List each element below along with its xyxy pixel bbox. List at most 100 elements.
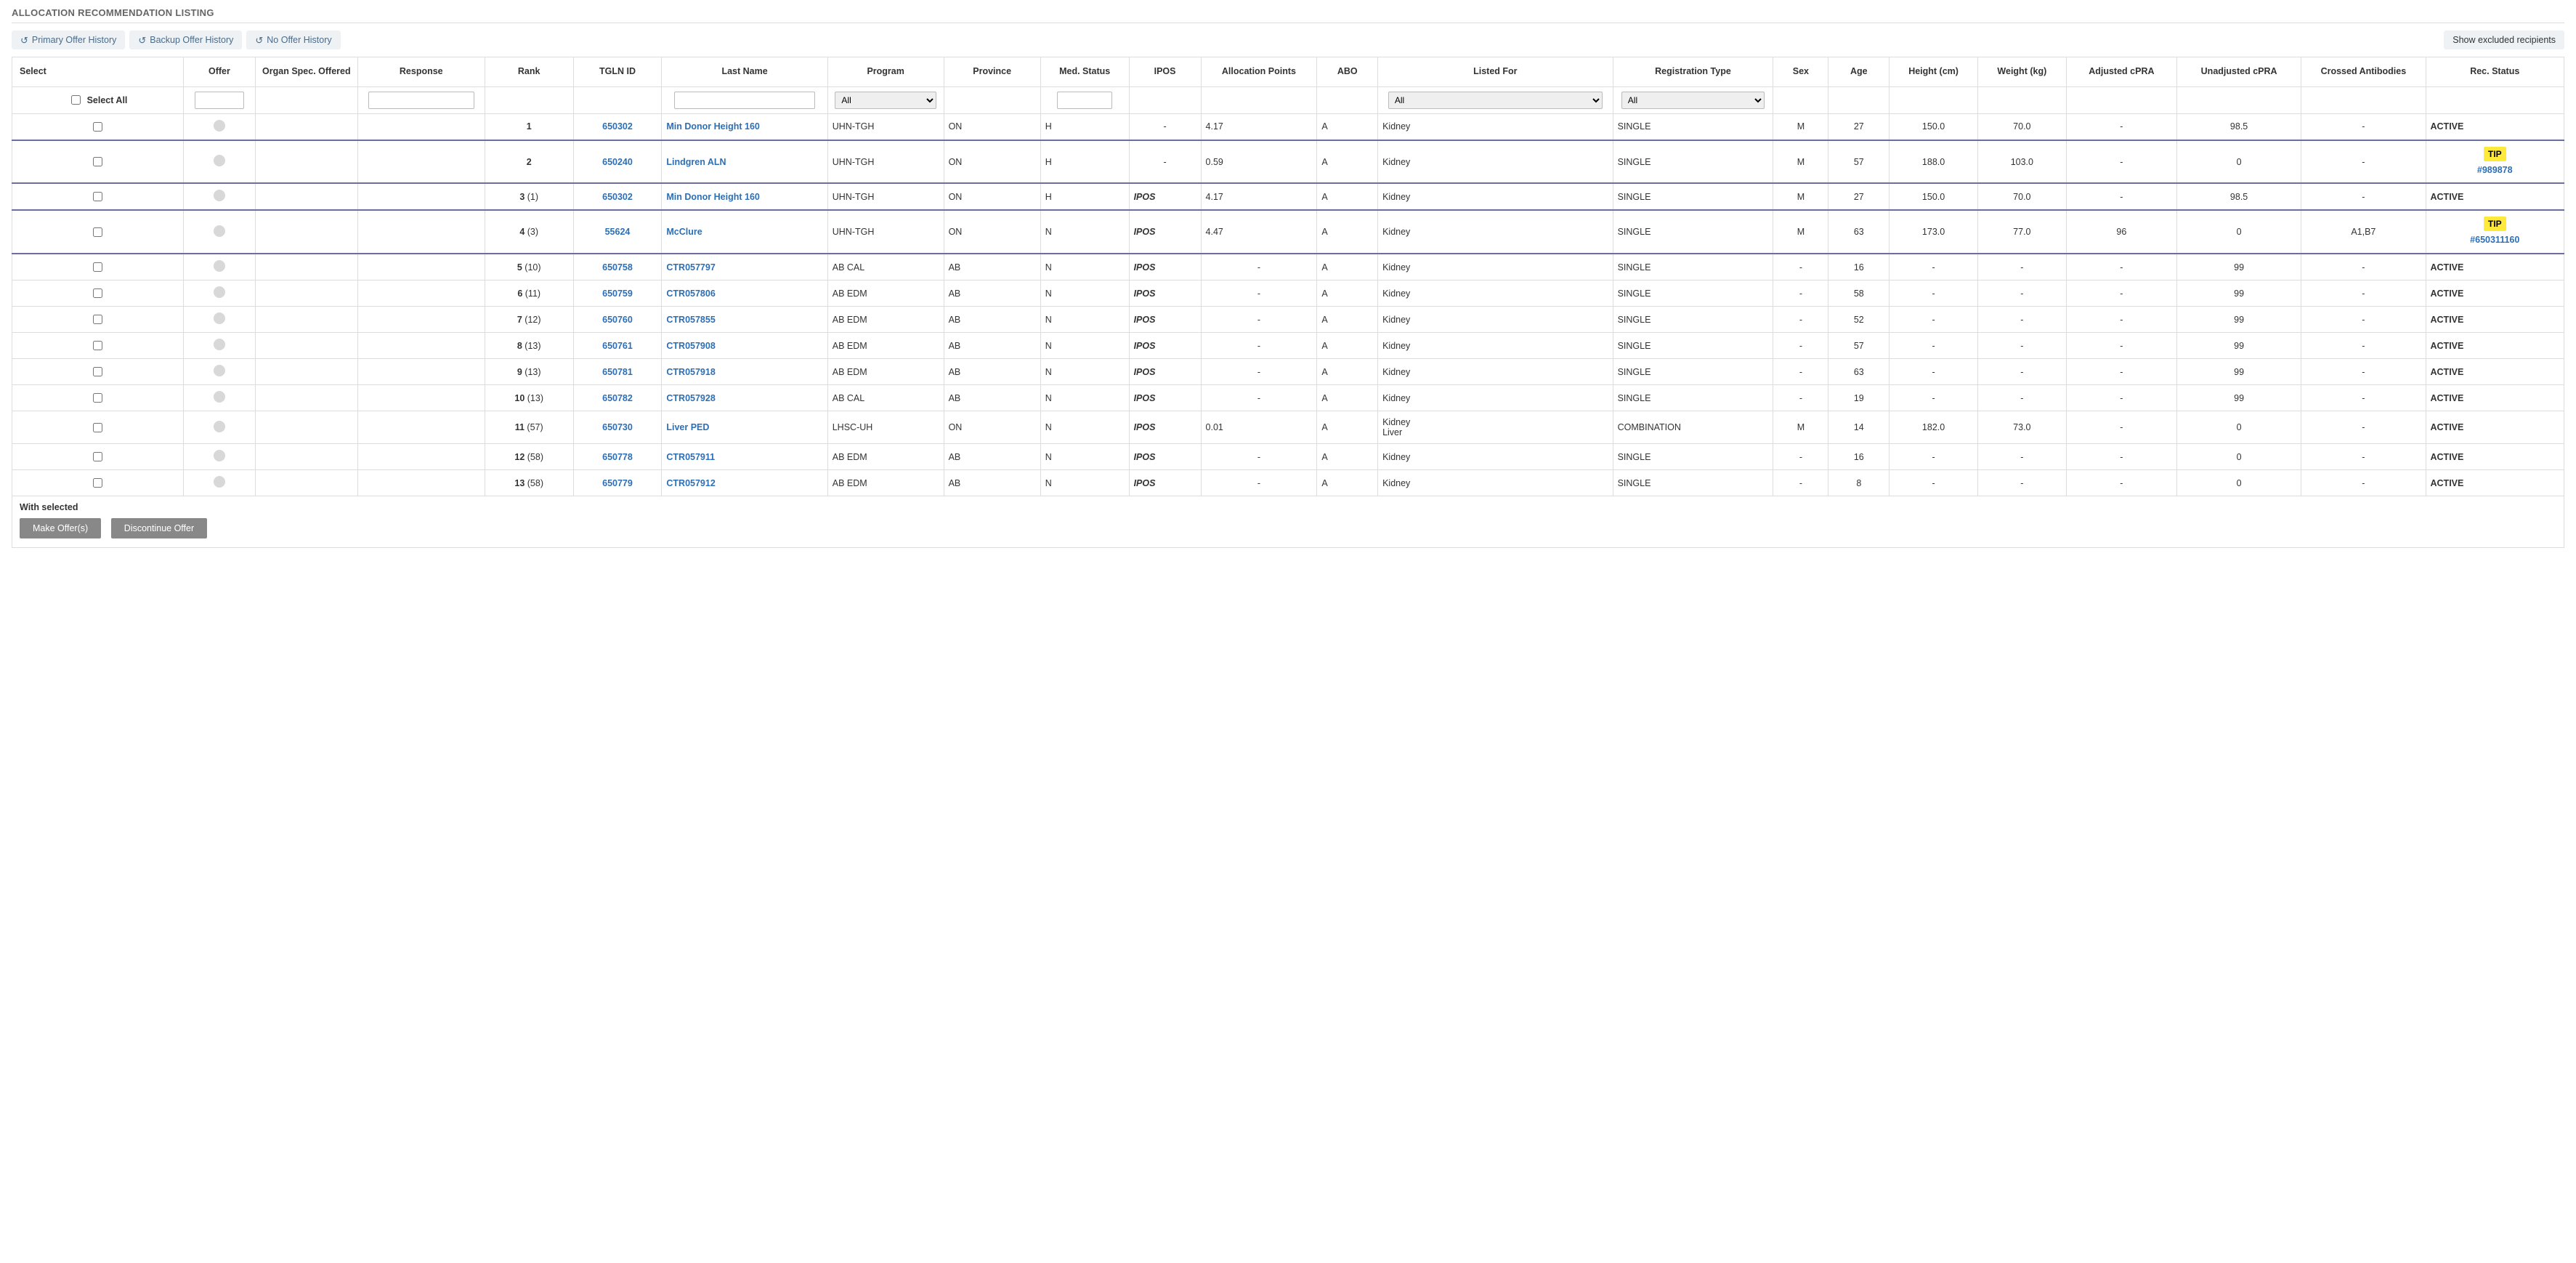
tip-link[interactable]: #650311160 bbox=[2431, 233, 2560, 247]
unadjusted-cpra-cell: 99 bbox=[2176, 281, 2301, 307]
row-select-checkbox[interactable] bbox=[93, 423, 102, 432]
offer-status-icon bbox=[214, 155, 225, 166]
height-cell: 173.0 bbox=[1890, 210, 1978, 254]
registration-type-cell: SINGLE bbox=[1613, 359, 1773, 385]
rank-cell: 2 bbox=[485, 140, 573, 184]
tgln-id-link[interactable]: 650760 bbox=[602, 315, 633, 325]
crossed-antibodies-cell: - bbox=[2301, 359, 2426, 385]
unadjusted-cpra-cell: 98.5 bbox=[2176, 183, 2301, 210]
rec-status-cell: ACTIVE bbox=[2426, 254, 2564, 281]
last-name-filter-input[interactable] bbox=[674, 92, 815, 109]
tgln-id-link[interactable]: 650240 bbox=[602, 157, 633, 167]
no-offer-history-button[interactable]: ↺ No Offer History bbox=[246, 31, 340, 49]
row-select-checkbox[interactable] bbox=[93, 227, 102, 237]
sex-cell: - bbox=[1773, 359, 1828, 385]
show-excluded-button[interactable]: Show excluded recipients bbox=[2444, 31, 2564, 49]
toolbar: ↺ Primary Offer History ↺ Backup Offer H… bbox=[12, 31, 2564, 49]
make-offers-button[interactable]: Make Offer(s) bbox=[20, 518, 101, 538]
organ-spec-cell bbox=[255, 254, 357, 281]
last-name-link[interactable]: CTR057912 bbox=[666, 478, 715, 488]
row-select-checkbox[interactable] bbox=[93, 315, 102, 324]
tgln-id-link[interactable]: 650730 bbox=[602, 422, 633, 432]
age-cell: 57 bbox=[1828, 333, 1890, 359]
program-cell: AB EDM bbox=[827, 470, 944, 496]
registration-type-filter-select[interactable]: All bbox=[1621, 92, 1765, 109]
age-cell: 27 bbox=[1828, 113, 1890, 140]
unadjusted-cpra-cell: 0 bbox=[2176, 411, 2301, 444]
height-cell: 150.0 bbox=[1890, 183, 1978, 210]
response-filter-input[interactable] bbox=[368, 92, 474, 109]
last-name-link[interactable]: CTR057855 bbox=[666, 315, 715, 325]
med-status-cell: N bbox=[1040, 254, 1129, 281]
listed-for-cell: Kidney bbox=[1378, 113, 1613, 140]
col-crossed-antibodies: Crossed Antibodies bbox=[2301, 57, 2426, 87]
program-cell: AB EDM bbox=[827, 444, 944, 470]
col-listed-for: Listed For bbox=[1378, 57, 1613, 87]
tip-badge: TIP bbox=[2484, 217, 2506, 231]
row-select-checkbox[interactable] bbox=[93, 367, 102, 376]
last-name-link[interactable]: Min Donor Height 160 bbox=[666, 121, 759, 132]
tgln-id-link[interactable]: 650761 bbox=[602, 341, 633, 351]
col-response: Response bbox=[357, 57, 485, 87]
tgln-id-link[interactable]: 650781 bbox=[602, 367, 633, 377]
last-name-link[interactable]: Liver PED bbox=[666, 422, 709, 432]
row-select-checkbox[interactable] bbox=[93, 478, 102, 488]
offer-filter-input[interactable] bbox=[195, 92, 245, 109]
abo-cell: A bbox=[1317, 444, 1378, 470]
adjusted-cpra-cell: - bbox=[2066, 183, 2176, 210]
table-row: 1650302Min Donor Height 160UHN-TGHONH-4.… bbox=[12, 113, 2564, 140]
row-select-checkbox[interactable] bbox=[93, 288, 102, 298]
last-name-link[interactable]: CTR057911 bbox=[666, 452, 715, 462]
select-all-checkbox[interactable] bbox=[71, 95, 81, 105]
tgln-id-link[interactable]: 650302 bbox=[602, 192, 633, 202]
tip-link[interactable]: #989878 bbox=[2431, 164, 2560, 177]
last-name-link[interactable]: CTR057928 bbox=[666, 393, 715, 403]
adjusted-cpra-cell: - bbox=[2066, 411, 2176, 444]
program-filter-select[interactable]: All bbox=[835, 92, 936, 109]
med-status-filter-input[interactable] bbox=[1057, 92, 1112, 109]
table-row: 3 (1)650302Min Donor Height 160UHN-TGHON… bbox=[12, 183, 2564, 210]
tgln-id-link[interactable]: 55624 bbox=[605, 227, 631, 237]
organ-spec-cell bbox=[255, 140, 357, 184]
backup-offer-history-button[interactable]: ↺ Backup Offer History bbox=[129, 31, 242, 49]
sex-cell: - bbox=[1773, 307, 1828, 333]
tgln-id-link[interactable]: 650758 bbox=[602, 262, 633, 273]
rank-cell: 3 (1) bbox=[485, 183, 573, 210]
row-select-checkbox[interactable] bbox=[93, 393, 102, 403]
last-name-link[interactable]: CTR057806 bbox=[666, 288, 715, 299]
row-select-checkbox[interactable] bbox=[93, 192, 102, 201]
organ-spec-cell bbox=[255, 385, 357, 411]
crossed-antibodies-cell: - bbox=[2301, 183, 2426, 210]
last-name-link[interactable]: Min Donor Height 160 bbox=[666, 192, 759, 202]
offer-status-icon bbox=[214, 120, 225, 132]
last-name-link[interactable]: CTR057918 bbox=[666, 367, 715, 377]
row-select-checkbox[interactable] bbox=[93, 262, 102, 272]
sex-cell: M bbox=[1773, 411, 1828, 444]
height-cell: 182.0 bbox=[1890, 411, 1978, 444]
last-name-link[interactable]: Lindgren ALN bbox=[666, 157, 726, 167]
last-name-link[interactable]: CTR057908 bbox=[666, 341, 715, 351]
row-select-checkbox[interactable] bbox=[93, 452, 102, 461]
row-select-checkbox[interactable] bbox=[93, 341, 102, 350]
response-cell bbox=[357, 444, 485, 470]
discontinue-offer-button[interactable]: Discontinue Offer bbox=[111, 518, 207, 538]
tgln-id-link[interactable]: 650302 bbox=[602, 121, 633, 132]
tgln-id-link[interactable]: 650778 bbox=[602, 452, 633, 462]
primary-offer-history-button[interactable]: ↺ Primary Offer History bbox=[12, 31, 125, 49]
allocation-points-cell: - bbox=[1201, 385, 1317, 411]
select-all-label: Select All bbox=[87, 95, 128, 105]
last-name-link[interactable]: McClure bbox=[666, 227, 702, 237]
ipos-cell: IPOS bbox=[1129, 254, 1201, 281]
col-ipos: IPOS bbox=[1129, 57, 1201, 87]
tgln-id-link[interactable]: 650759 bbox=[602, 288, 633, 299]
row-select-checkbox[interactable] bbox=[93, 122, 102, 132]
tgln-id-link[interactable]: 650782 bbox=[602, 393, 633, 403]
offer-status-icon bbox=[214, 391, 225, 403]
adjusted-cpra-cell: - bbox=[2066, 254, 2176, 281]
tgln-id-link[interactable]: 650779 bbox=[602, 478, 633, 488]
listed-for-filter-select[interactable]: All bbox=[1388, 92, 1603, 109]
program-cell: UHN-TGH bbox=[827, 140, 944, 184]
crossed-antibodies-cell: - bbox=[2301, 140, 2426, 184]
row-select-checkbox[interactable] bbox=[93, 157, 102, 166]
last-name-link[interactable]: CTR057797 bbox=[666, 262, 715, 273]
